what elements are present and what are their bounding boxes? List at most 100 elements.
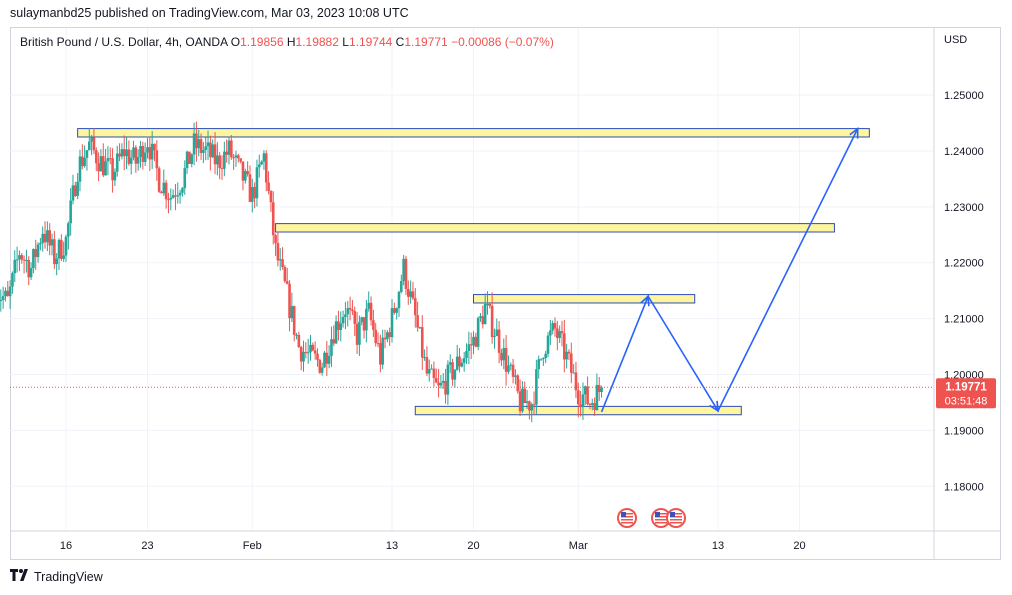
candle-body	[549, 330, 552, 336]
candle-body	[420, 327, 424, 358]
candle-body	[185, 151, 189, 169]
candle-body	[469, 344, 473, 346]
price-tick-label: 1.21000	[944, 314, 984, 326]
candle-body	[514, 375, 517, 377]
footer-brand[interactable]: TradingView	[34, 569, 103, 584]
candle-body	[148, 147, 152, 160]
candle-body	[127, 149, 131, 164]
candle-body	[13, 259, 17, 274]
candle-body	[511, 364, 515, 377]
flag-stripe	[621, 519, 633, 521]
economic-event-markers	[617, 508, 686, 528]
candle-body	[570, 353, 573, 373]
candle-body	[53, 239, 56, 265]
candle-body	[430, 368, 433, 370]
flag-stripe	[670, 516, 682, 518]
candle-body	[99, 156, 103, 172]
candle-body	[479, 316, 482, 319]
candle-body	[451, 362, 454, 380]
high-label: H	[286, 35, 296, 49]
price-tick-label: 1.25000	[944, 90, 984, 102]
candle-body	[532, 404, 536, 406]
candle-body	[341, 317, 345, 324]
candle-body	[74, 185, 77, 196]
symbol-legend: British Pound / U.S. Dollar, 4h, OANDA O…	[20, 35, 554, 49]
candle-body	[542, 358, 545, 360]
candle-body	[230, 140, 233, 158]
candle-body	[216, 155, 219, 165]
candle-body	[139, 146, 142, 158]
candle-body	[560, 331, 564, 334]
last-price-countdown: 03:51:48	[945, 395, 988, 407]
candle-body	[213, 144, 217, 165]
us-flag-event-icon[interactable]	[651, 508, 671, 528]
candle-body	[34, 249, 38, 258]
axis-lines	[10, 28, 1001, 560]
candle-body	[297, 334, 301, 348]
low-label: L	[342, 35, 349, 49]
us-flag-event-icon[interactable]	[617, 508, 637, 528]
candle-body	[85, 150, 89, 158]
candle-body	[6, 290, 10, 297]
candle-body	[83, 157, 86, 167]
candle-body	[239, 158, 242, 162]
price-zone	[473, 294, 696, 304]
event-ring	[617, 508, 637, 528]
candle-body	[353, 311, 357, 324]
candle-body	[446, 364, 450, 395]
last-price-value: 1.19771	[945, 381, 987, 393]
candle-body	[141, 146, 145, 162]
candle-body	[574, 372, 578, 391]
candle-body	[27, 260, 31, 278]
candle-body	[153, 143, 156, 151]
candle-body	[413, 298, 417, 316]
candle-body	[309, 344, 312, 353]
candle-body	[183, 168, 187, 189]
candle-body	[92, 137, 96, 151]
time-tick-label: 16	[60, 540, 72, 552]
candle-body	[11, 273, 14, 287]
candle-body	[132, 147, 135, 158]
candle-body	[453, 369, 457, 380]
candle-body	[374, 329, 377, 344]
tradingview-logo-icon[interactable]	[10, 569, 30, 584]
grid-lines	[10, 28, 934, 531]
candle-body	[525, 401, 529, 404]
candle-body	[344, 314, 347, 318]
candle-body	[376, 343, 380, 345]
candle-body	[425, 357, 429, 374]
candle-body	[576, 390, 580, 405]
projection-line	[600, 128, 859, 413]
time-tick-label: Feb	[243, 540, 262, 552]
candle-body	[523, 388, 527, 404]
flag-stripe	[670, 513, 682, 515]
candle-body	[465, 350, 468, 359]
candle-body	[106, 158, 110, 162]
projection-arrowhead	[849, 126, 859, 139]
candle-body	[18, 255, 21, 260]
candle-body	[39, 243, 42, 245]
us-flag-event-icon[interactable]	[666, 508, 686, 528]
price-tick-label: 1.18000	[944, 481, 984, 493]
candle-body	[486, 303, 489, 305]
candle-body	[323, 352, 326, 368]
candle-body	[32, 249, 35, 269]
candle-body	[418, 327, 422, 329]
candle-body	[402, 258, 405, 282]
candle-body	[386, 332, 389, 340]
candle-body	[497, 329, 501, 353]
candle-body	[544, 353, 547, 359]
candle-body	[400, 281, 403, 292]
candle-body	[535, 369, 538, 405]
candle-body	[320, 367, 324, 373]
candle-body	[129, 157, 133, 164]
candle-body	[262, 153, 266, 162]
candle-body	[283, 266, 287, 282]
candle-body	[395, 308, 398, 313]
candle-body	[157, 168, 161, 192]
flag-stripe	[655, 513, 667, 515]
flag-stripe	[655, 519, 667, 521]
currency-label[interactable]: USD	[944, 34, 968, 46]
candle-body	[393, 308, 396, 313]
